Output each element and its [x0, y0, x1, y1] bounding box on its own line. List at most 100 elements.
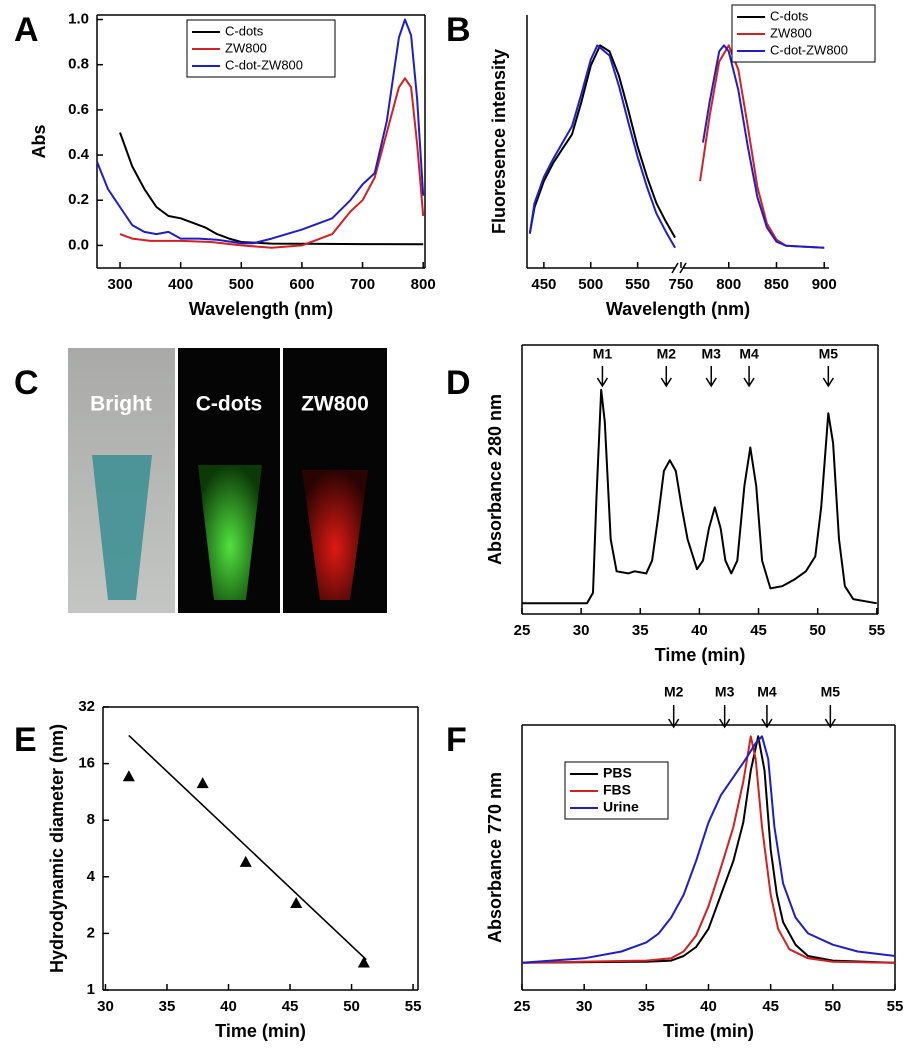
axis-break: [671, 262, 679, 274]
x-tick-label: 850: [764, 276, 789, 293]
x-tick-label: 50: [824, 998, 841, 1015]
x-tick-label: 550: [625, 276, 650, 293]
legend-label: FBS: [603, 782, 631, 798]
y-axis-title: Abs: [29, 124, 49, 158]
annotation: M4: [739, 346, 759, 362]
x-tick-label: 50: [809, 622, 826, 639]
image-label: C-dots: [196, 393, 263, 416]
x-tick-label: 50: [343, 998, 360, 1015]
data-point: [290, 897, 303, 909]
annotation: M3: [715, 684, 735, 700]
x-axis-title: Time (min): [215, 1021, 306, 1041]
annotation-arrow: [824, 705, 836, 729]
annotation-arrow: [705, 366, 717, 388]
series-line: [699, 44, 825, 249]
x-tick-label: 45: [282, 998, 299, 1015]
legend-label: ZW800: [770, 25, 812, 40]
y-tick-label: 0.8: [68, 56, 89, 73]
tube-green: [198, 465, 262, 600]
y-axis-title: Absorbance 770 nm: [485, 772, 505, 943]
series-line: [528, 44, 825, 249]
x-axis-title: Wavelength (nm): [606, 299, 750, 319]
annotation: M2: [664, 684, 684, 700]
x-tick-label: 800: [411, 276, 436, 293]
legend-label: Urine: [603, 799, 639, 815]
x-tick-label: 55: [405, 998, 422, 1015]
legend-label: ZW800: [225, 40, 267, 55]
y-tick-label: 1: [87, 981, 95, 998]
x-axis-title: Time (min): [663, 1021, 754, 1041]
panel-letter: F: [446, 721, 467, 759]
x-tick-label: 300: [108, 276, 133, 293]
annotation-arrow: [822, 366, 834, 388]
legend-label: C-dot-ZW800: [225, 57, 303, 72]
panel-letter: E: [14, 721, 37, 759]
panel-letter: A: [14, 11, 39, 49]
x-tick-label: 400: [168, 276, 193, 293]
x-tick-label: 40: [691, 622, 708, 639]
annotation: M5: [819, 346, 839, 362]
series-line: [521, 735, 896, 964]
y-axis-title: Fluoresence intensity: [489, 49, 509, 234]
series-line: [119, 132, 424, 246]
data-point: [239, 855, 252, 867]
image-label: ZW800: [301, 393, 369, 416]
series-line: [528, 44, 676, 239]
x-tick-label: 700: [350, 276, 375, 293]
y-tick-label: 1.0: [68, 10, 89, 27]
annotation-arrow: [719, 705, 731, 729]
y-axis-title: Hydrodynamic diameter (nm): [47, 724, 67, 973]
series-line: [119, 77, 425, 249]
annotation: M4: [757, 684, 777, 700]
annotation-arrow: [660, 366, 672, 388]
x-tick-label: 800: [716, 276, 741, 293]
data-point: [122, 770, 135, 782]
annotation-arrow: [761, 705, 773, 729]
y-tick-label: 2: [87, 924, 95, 941]
x-tick-label: 600: [289, 276, 314, 293]
y-tick-label: 0.0: [68, 236, 89, 253]
x-tick-label: 45: [762, 998, 779, 1015]
data-point: [196, 777, 209, 789]
annotation-arrow: [596, 366, 609, 388]
annotation-arrow: [743, 366, 755, 388]
x-tick-label: 40: [220, 998, 237, 1015]
y-tick-label: 32: [78, 698, 95, 715]
x-tick-label: 35: [632, 622, 649, 639]
annotation: M2: [657, 346, 677, 362]
annotation: M5: [821, 684, 841, 700]
image-label: Bright: [90, 393, 152, 416]
y-tick-label: 4: [87, 868, 96, 885]
fit-line: [128, 734, 367, 961]
annotation: M1: [593, 346, 613, 362]
legend-label: PBS: [603, 765, 632, 781]
x-tick-label: 45: [750, 622, 767, 639]
x-tick-label: 55: [887, 998, 904, 1015]
x-tick-label: 30: [576, 998, 593, 1015]
tube-bright: [92, 455, 152, 600]
annotation: M3: [702, 346, 722, 362]
x-axis-title: Wavelength (nm): [189, 299, 333, 319]
y-axis-title: Absorbance 280 nm: [485, 394, 505, 565]
annotation-arrow: [668, 705, 680, 729]
x-tick-label: 500: [578, 276, 603, 293]
panel-letter: C: [14, 364, 39, 402]
panel-letter: B: [446, 11, 471, 49]
x-tick-label: 55: [868, 622, 885, 639]
panel-letter: D: [446, 364, 471, 402]
x-axis-title: Time (min): [655, 645, 746, 665]
photo-panel: [68, 348, 387, 613]
legend-label: C-dots: [225, 23, 264, 38]
series-line: [521, 735, 896, 964]
y-tick-label: 0.4: [68, 146, 90, 163]
x-tick-label: 30: [573, 622, 590, 639]
x-tick-label: 35: [159, 998, 176, 1015]
axis-break: [679, 262, 687, 274]
series-line: [96, 18, 425, 245]
legend-label: C-dots: [770, 8, 809, 23]
x-tick-label: 30: [97, 998, 114, 1015]
x-tick-label: 500: [229, 276, 254, 293]
data-point: [357, 956, 370, 968]
y-tick-label: 16: [78, 755, 95, 772]
